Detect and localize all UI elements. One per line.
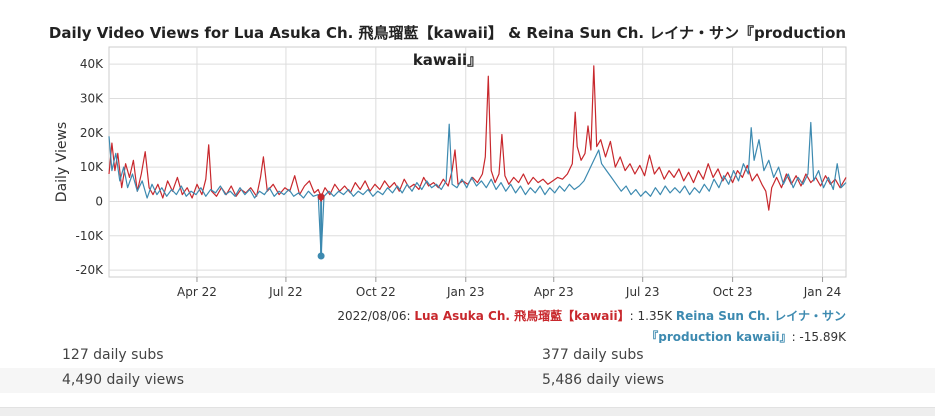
series-line-reina-sun bbox=[108, 121, 847, 257]
x-tick-label: Jul 23 bbox=[625, 285, 660, 299]
hover-point-lua-asuka bbox=[317, 193, 325, 201]
daily-views-b: 5,486 daily views bbox=[542, 372, 665, 388]
bottom-bar bbox=[0, 407, 935, 416]
y-tick-label: 30K bbox=[80, 91, 104, 105]
plot-area bbox=[108, 46, 847, 278]
stats-table: 127 daily subs 377 daily subs 4,490 dail… bbox=[0, 343, 935, 393]
hover-point-reina-sun bbox=[317, 252, 325, 260]
x-tick-label: Apr 23 bbox=[534, 285, 574, 299]
y-tick-label: 40K bbox=[80, 57, 104, 71]
y-tick-label: 0 bbox=[95, 194, 103, 208]
y-tick-label: 20K bbox=[80, 126, 104, 140]
tooltip-series-b-name: Reina Sun Ch. レイナ・サン『production kawaii』 bbox=[646, 309, 846, 344]
daily-views-chart[interactable]: 40K 30K 20K 10K 0 -10K -20K Apr 22 Jul 22 Oct 22 J… bbox=[0, 0, 935, 345]
x-tick-label: Jul 22 bbox=[268, 285, 303, 299]
y-tick-label: 10K bbox=[80, 160, 104, 174]
y-tick-label: -20K bbox=[76, 263, 105, 277]
tooltip-series-a-name: Lua Asuka Ch. 飛鳥瑠藍【kawaii】 bbox=[414, 309, 630, 323]
x-tick-label: Jan 23 bbox=[446, 285, 485, 299]
stats-row: 4,490 daily views 5,486 daily views bbox=[0, 368, 935, 393]
x-tick-label: Oct 23 bbox=[713, 285, 753, 299]
chart-container: 40K 30K 20K 10K 0 -10K -20K Apr 22 Jul 22 Oct 22 J… bbox=[0, 0, 935, 348]
daily-subs-a: 127 daily subs bbox=[62, 347, 164, 363]
daily-subs-b: 377 daily subs bbox=[542, 347, 644, 363]
tooltip-series-b-value: : -15.89K bbox=[791, 330, 846, 344]
y-axis-label: Daily Views bbox=[54, 122, 70, 202]
x-tick-label: Apr 22 bbox=[177, 285, 217, 299]
stats-row: 127 daily subs 377 daily subs bbox=[0, 343, 935, 368]
tooltip-date: 2022/08/06: bbox=[337, 309, 411, 323]
y-tick-label: -10K bbox=[76, 229, 105, 243]
hover-tooltip: 2022/08/06: Lua Asuka Ch. 飛鳥瑠藍【kawaii】: … bbox=[300, 306, 846, 348]
x-tick-label: Jan 24 bbox=[803, 285, 842, 299]
daily-views-a: 4,490 daily views bbox=[62, 372, 185, 388]
chart-title: Daily Video Views for Lua Asuka Ch. 飛鳥瑠藍… bbox=[48, 24, 847, 69]
x-tick-label: Oct 22 bbox=[356, 285, 396, 299]
tooltip-series-a-value: : 1.35K bbox=[629, 309, 673, 323]
